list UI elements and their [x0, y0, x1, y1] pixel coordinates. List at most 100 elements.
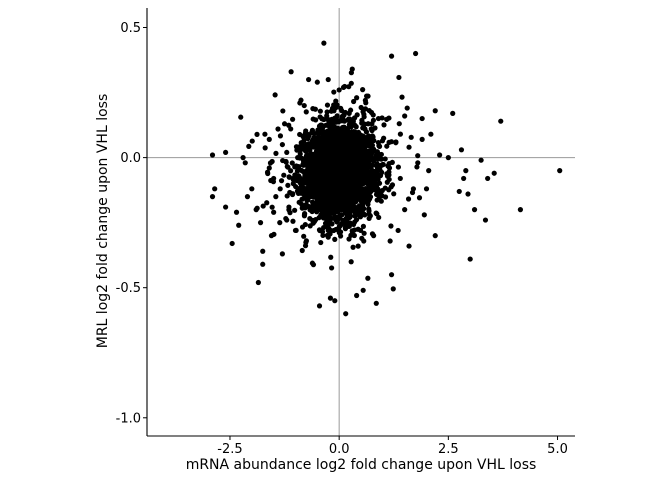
data-point [318, 122, 324, 128]
data-point [408, 134, 414, 140]
data-point [280, 108, 286, 114]
data-point [349, 66, 355, 72]
data-point [324, 191, 331, 197]
data-point [315, 127, 321, 133]
data-point [393, 139, 399, 145]
data-point [365, 198, 372, 204]
data-point [374, 161, 380, 167]
data-point [332, 298, 338, 304]
data-point [359, 174, 366, 180]
data-point [396, 121, 402, 127]
data-point [318, 145, 324, 152]
data-point [437, 152, 443, 158]
data-point [342, 109, 348, 116]
data-point [380, 161, 386, 168]
data-point [284, 193, 290, 199]
y-tick-label: 0.5 [120, 21, 141, 36]
data-point [257, 220, 264, 226]
data-point [288, 69, 294, 75]
data-point [262, 131, 268, 137]
data-point [344, 134, 350, 140]
data-point [352, 122, 358, 128]
data-point [271, 175, 277, 182]
data-point [325, 76, 331, 83]
data-point [310, 191, 316, 197]
data-point [265, 170, 271, 177]
data-point [246, 143, 252, 149]
data-point [415, 160, 421, 166]
data-point [426, 168, 432, 174]
data-point [381, 122, 387, 128]
data-point [279, 141, 285, 148]
data-point [333, 162, 339, 169]
data-point [421, 212, 427, 218]
data-point [379, 193, 385, 199]
data-point [388, 53, 395, 59]
data-point [266, 165, 272, 171]
y-tick-label: -0.5 [116, 281, 141, 296]
data-point [332, 209, 338, 215]
data-point [295, 155, 301, 161]
data-point [343, 162, 350, 168]
data-point [336, 186, 343, 192]
data-point [324, 218, 330, 224]
data-point [386, 115, 392, 121]
data-point [305, 76, 312, 83]
data-point [336, 204, 342, 210]
data-point [299, 196, 305, 202]
data-point [272, 92, 278, 98]
data-point [286, 174, 292, 180]
data-point [390, 286, 396, 292]
data-point [328, 135, 334, 141]
data-point [308, 143, 314, 150]
data-point [342, 226, 349, 232]
data-point [369, 133, 376, 139]
data-point [329, 129, 335, 135]
data-point [416, 195, 423, 201]
data-point [297, 151, 303, 157]
data-point [292, 227, 299, 234]
data-point [303, 238, 310, 244]
data-point [355, 191, 361, 197]
data-point [279, 251, 285, 257]
data-point [306, 204, 313, 210]
data-point [273, 150, 279, 156]
data-point [345, 129, 351, 135]
data-point [366, 151, 372, 157]
data-point [342, 220, 349, 226]
data-point [339, 149, 345, 155]
data-point [238, 114, 244, 120]
data-point [305, 131, 311, 138]
data-point [267, 160, 274, 166]
data-point [321, 129, 327, 135]
data-point [366, 211, 372, 217]
data-point [385, 163, 391, 169]
data-point [284, 149, 290, 156]
data-point [321, 138, 327, 144]
data-point [326, 209, 332, 215]
data-point [290, 181, 296, 187]
data-point [316, 163, 322, 169]
data-point [343, 146, 349, 152]
data-point [362, 126, 368, 132]
data-point [260, 203, 266, 209]
data-point [302, 243, 309, 249]
data-point [336, 87, 342, 93]
data-point [296, 174, 303, 180]
data-point [223, 204, 229, 210]
data-point [395, 227, 401, 234]
data-point [355, 148, 361, 154]
data-point [311, 205, 317, 211]
data-point [339, 198, 345, 204]
data-point [343, 200, 349, 206]
data-point [301, 190, 307, 196]
data-point [358, 104, 364, 111]
data-point [337, 171, 343, 177]
data-point [369, 121, 375, 127]
data-point [402, 207, 408, 213]
data-point [445, 155, 451, 161]
data-point [412, 50, 419, 57]
data-point [325, 168, 331, 174]
y-ticks: 0.5 0.0 -0.5 -1.0 [116, 21, 147, 426]
data-point [467, 256, 473, 262]
